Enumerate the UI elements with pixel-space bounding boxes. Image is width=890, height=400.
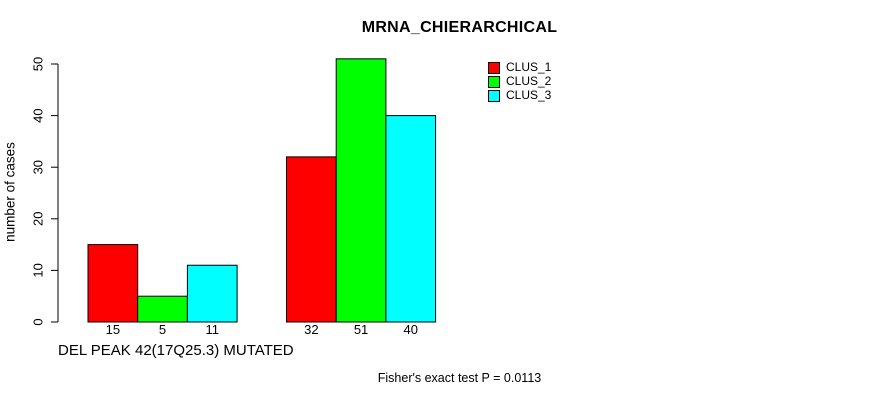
legend-item: CLUS_3 [488,88,552,102]
chart-title: MRNA_CHIERARCHICAL [361,19,558,36]
legend-label: CLUS_3 [506,88,552,102]
bar-clus_3-group1 [186,264,238,323]
stat-annotation: Fisher's exact test P = 0.0113 [377,371,542,385]
legend-item: CLUS_2 [488,74,552,88]
y-tick-label: 40 [31,108,46,122]
x-axis-title: DEL PEAK 42(17Q25.3) MUTATED [58,342,294,359]
bar-clus_3-group2 [385,115,437,323]
bar-value-label: 40 [404,322,418,337]
bar-value-label: 51 [354,322,368,337]
bar-clus_1-group1 [87,244,139,323]
y-tick-label: 0 [31,318,46,325]
legend-swatch-icon [488,75,500,88]
bar-value-label: 15 [106,322,120,337]
bar-value-label: 32 [304,322,318,337]
legend-swatch-icon [488,89,500,102]
y-tick-label: 50 [31,57,46,71]
legend-label: CLUS_2 [506,74,552,88]
legend-label: CLUS_1 [506,60,552,74]
bar-clus_1-group2 [286,156,337,323]
legend: CLUS_1 CLUS_2 CLUS_3 [488,60,552,102]
y-tick-label: 30 [31,160,46,174]
y-tick-label: 20 [31,212,46,226]
bar-value-label: 5 [159,322,166,337]
bar-clus_2-group1 [137,295,188,323]
y-axis-title: number of cases [2,142,18,242]
y-tick-label: 10 [31,263,46,277]
legend-swatch-icon [488,61,500,74]
bar-value-label: 11 [206,322,220,337]
bar-clus_2-group2 [335,58,387,323]
legend-item: CLUS_1 [488,60,552,74]
